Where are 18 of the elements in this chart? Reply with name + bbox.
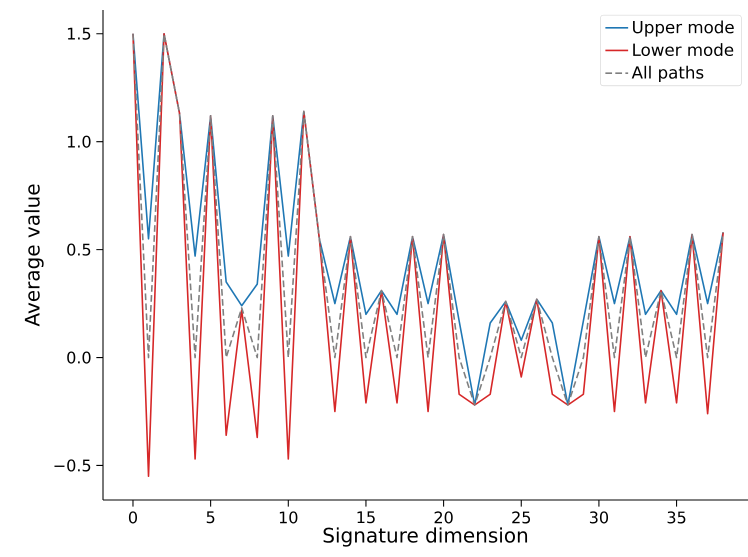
x-tick-label: 25 xyxy=(512,511,530,524)
y-tick-label: −0.5 xyxy=(54,459,90,472)
y-tick-label: 0.0 xyxy=(67,351,91,364)
x-tick-label: 5 xyxy=(206,511,214,524)
legend-label: All paths xyxy=(632,66,704,82)
x-tick-label: 35 xyxy=(668,511,686,524)
y-tick-label: 0.5 xyxy=(67,244,90,256)
legend-label: Upper mode xyxy=(633,20,734,37)
x-tick-label: 30 xyxy=(590,511,608,524)
legend-label: Lower mode xyxy=(633,43,734,56)
x-tick-label: 15 xyxy=(358,511,375,524)
x-tick-label: 20 xyxy=(434,511,453,524)
x-axis-title: Signature dimension xyxy=(324,527,528,547)
y-tick-label: 1.5 xyxy=(68,28,90,40)
y-axis-title: Average value xyxy=(24,184,44,326)
x-tick-label: 10 xyxy=(280,511,298,524)
x-tick-label: 0 xyxy=(128,511,138,524)
y-tick-label: 1.0 xyxy=(68,136,91,148)
